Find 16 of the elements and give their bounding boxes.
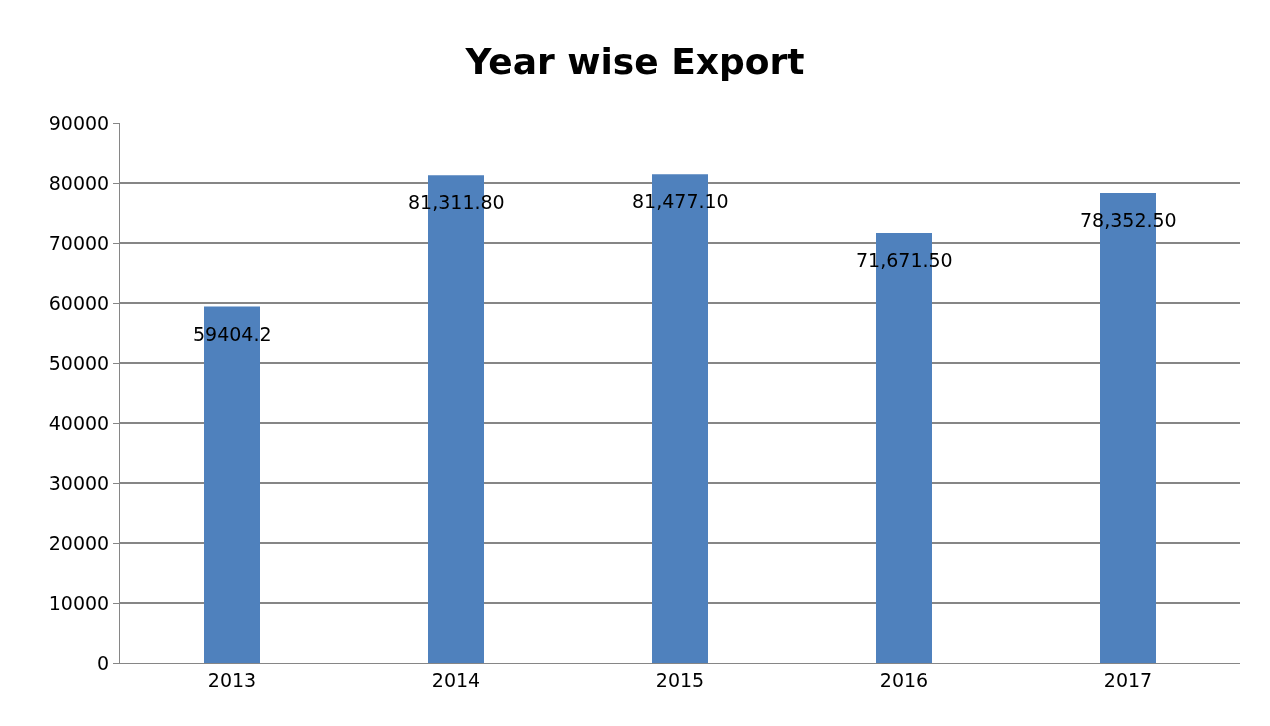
x-tick-label: 2015 xyxy=(655,668,705,691)
x-tick-label: 2014 xyxy=(431,668,481,691)
y-tick-label: 80000 xyxy=(48,171,110,194)
y-tick-label: 50000 xyxy=(48,351,110,374)
y-tick-label: 0 xyxy=(97,651,110,674)
y-tick-label: 10000 xyxy=(48,591,110,614)
y-tick-label: 20000 xyxy=(48,531,110,554)
x-tick-label: 2016 xyxy=(879,668,929,691)
y-tick-label: 40000 xyxy=(48,411,110,434)
y-tick-label: 90000 xyxy=(48,111,110,134)
x-tick-label: 2017 xyxy=(1103,668,1153,691)
chart-title: Year wise Export xyxy=(464,41,805,83)
y-tick-label: 30000 xyxy=(48,471,110,494)
y-tick-label: 70000 xyxy=(48,231,110,254)
x-tick-label: 2013 xyxy=(207,668,257,691)
y-tick-label: 60000 xyxy=(48,291,110,314)
